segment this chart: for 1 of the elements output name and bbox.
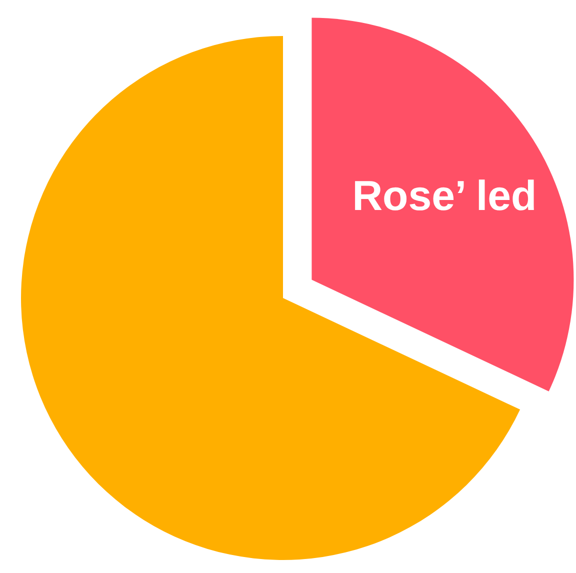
slice-label: Rose’ led	[352, 172, 537, 220]
